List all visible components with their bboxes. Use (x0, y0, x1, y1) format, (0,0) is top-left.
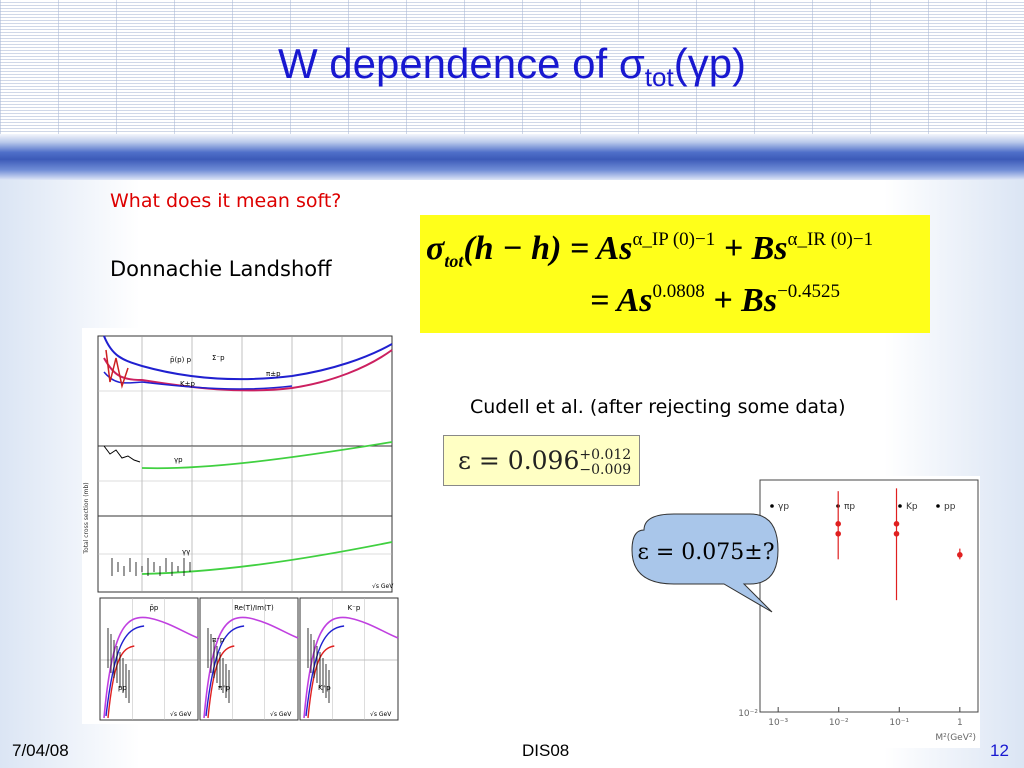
formula-box: σtot(h − h) = Asα_IP (0)−1 + Bsα_IR (0)−… (420, 215, 930, 333)
bottom-panel-sublabel: K⁺p (318, 684, 331, 692)
panel3-x-label: √s GeV (372, 583, 394, 590)
cross-section-figure: Total cross section (mb) p̄(p) p Σ⁻p K±p π±p… (82, 328, 410, 724)
bottom-panel-label: K⁻p (348, 604, 361, 612)
legend-label: πp (844, 502, 855, 512)
title-subscript: tot (644, 62, 674, 92)
bottom-curve-blue (305, 625, 345, 717)
formula-exp-4: −0.4525 (777, 281, 841, 302)
bottom-panel-frame (99, 597, 199, 721)
data-point (957, 552, 963, 558)
epsilon-box: ε = 0.096+0.012 −0.009 (443, 435, 640, 486)
formula-exp-1: α_IP (0)−1 (632, 229, 716, 250)
epsilon-errors: +0.012 −0.009 (579, 446, 632, 478)
legend-label: pp (944, 502, 956, 512)
bottom-panel-x-label: √s GeV (170, 711, 192, 718)
gamma-p-low-data (103, 445, 141, 463)
curve-kp (103, 371, 293, 390)
x-tick-label: 10⁻³ (768, 718, 788, 728)
formula-sigma: σ (426, 230, 445, 267)
legend-dot (898, 504, 902, 508)
data-point (835, 521, 841, 527)
title-tail: p) (708, 40, 747, 87)
formula-line-1: σtot(h − h) = Asα_IP (0)−1 + Bsα_IR (0)−… (426, 229, 873, 272)
data-point (893, 521, 900, 527)
legend-label: γp (778, 502, 789, 512)
bottom-panel-frame (199, 597, 299, 721)
bottom-panel-sublabel: π⁺p (218, 684, 231, 692)
formula-eq-2: = As (590, 282, 653, 319)
title-sigma: σ (618, 40, 645, 87)
formula-args: (h − h) = As (463, 230, 633, 267)
legend-dot (936, 504, 940, 508)
y-tick-label: 10⁻² (738, 709, 758, 719)
bottom-panel-x-label: √s GeV (270, 711, 292, 718)
x-axis-label: M²(GeV²) (935, 733, 976, 743)
bottom-panel-label: p̄p (149, 604, 158, 612)
footer-date: 7/04/08 (12, 741, 69, 760)
epsilon-main: ε = 0.096 (458, 446, 580, 475)
x-tick-label: 10⁻² (829, 718, 849, 728)
formula-exp-2: α_IR (0)−1 (787, 229, 874, 250)
epsilon-upper: +0.012 (579, 446, 632, 463)
legend-dot (770, 504, 774, 508)
slide-title: W dependence of σtot(γp) (0, 40, 1024, 93)
curve-sigma-p (103, 349, 393, 392)
x-tick-label: 1 (957, 718, 963, 728)
authors-text: Donnachie Landshoff (110, 257, 332, 281)
formula-plus-1: + Bs (715, 230, 788, 267)
footer-conference: DIS08 (522, 741, 570, 760)
bottom-panel-extra-label: π⁻p (212, 636, 225, 644)
data-point (835, 530, 841, 537)
bottom-panel-frame (299, 597, 399, 721)
legend-pip: π±p (266, 370, 281, 378)
bottom-curve-red (107, 645, 135, 719)
title-gamma: γ (687, 40, 709, 87)
question-text: What does it mean soft? (110, 190, 342, 212)
x-tick-label: 10⁻¹ (889, 718, 909, 728)
bottom-panel-sublabel: pp (118, 684, 127, 692)
bottom-curve-blue (205, 625, 245, 717)
legend-label: Kp (906, 502, 918, 512)
plot-frame (759, 479, 979, 713)
data-point (893, 530, 900, 537)
bottom-curve-blue (105, 625, 145, 717)
epsilon-lower: −0.009 (579, 461, 632, 478)
legend-gamma-p: γp (174, 456, 183, 464)
bottom-panel-x-label: √s GeV (370, 711, 392, 718)
header-background (0, 0, 1024, 134)
formula-exp-3: 0.0808 (652, 281, 705, 302)
curve-gamma-p (141, 441, 393, 470)
header-band (0, 134, 1024, 180)
bottom-curve-red (207, 645, 235, 719)
curve-pp (103, 335, 393, 381)
legend-kp: K±p (180, 380, 195, 388)
bottom-curve-red (307, 645, 335, 719)
formula-sigma-sub: tot (444, 251, 464, 271)
left-y-axis-label: Total cross section (mb) (83, 482, 90, 554)
bottom-panel-label: Re(T)/Im(T) (234, 604, 274, 612)
formula-plus-2: + Bs (704, 282, 778, 319)
formula-line-2: = As0.0808 + Bs−0.4525 (590, 281, 840, 320)
title-text: W dependence of (277, 40, 619, 87)
epsilon-callout-text: ε = 0.075±? (637, 540, 774, 565)
footer-page-number: 12 (990, 741, 1009, 760)
epsilon-callout: ε = 0.075±? (631, 513, 779, 613)
cudell-note: Cudell et al. (after rejecting some data… (470, 396, 846, 418)
legend-gamma-gamma: γγ (182, 548, 190, 556)
legend-pp: p̄(p) p (170, 356, 192, 364)
legend-sigma-p: Σ⁻p (212, 354, 225, 362)
title-paren: ( (673, 40, 688, 87)
curve-low-energy (105, 349, 129, 389)
